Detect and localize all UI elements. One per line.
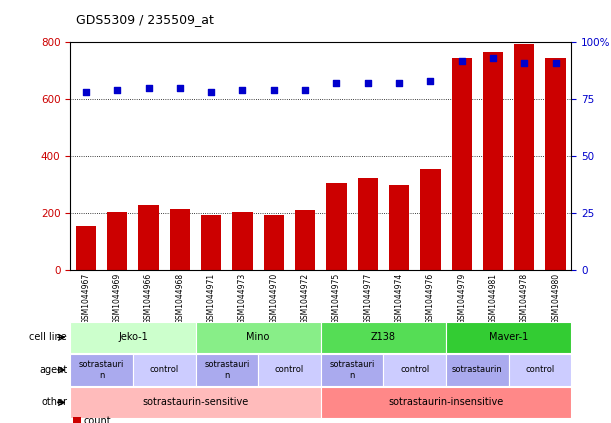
Bar (133, 354, 196, 385)
Bar (196, 354, 258, 385)
Text: GDS5309 / 235509_at: GDS5309 / 235509_at (76, 13, 214, 26)
Bar (514, 44, 535, 270)
Text: sotrastauri
n: sotrastauri n (204, 360, 249, 379)
Bar (357, 178, 378, 270)
Text: Z138: Z138 (371, 332, 396, 342)
Text: sotrastaurin-sensitive: sotrastaurin-sensitive (142, 398, 249, 407)
Point (207, 89, 216, 96)
Bar (321, 354, 384, 385)
Bar (263, 215, 284, 270)
Bar (384, 354, 446, 385)
Text: Jeko-1: Jeko-1 (118, 332, 148, 342)
Point (394, 80, 404, 87)
Text: control: control (275, 365, 304, 374)
Point (269, 87, 279, 93)
Text: other: other (41, 398, 67, 407)
Point (363, 80, 373, 87)
Bar (509, 354, 571, 385)
Bar (70, 387, 321, 418)
Bar (107, 212, 128, 270)
Text: count: count (84, 416, 111, 423)
Text: Maver-1: Maver-1 (489, 332, 529, 342)
Point (457, 57, 467, 64)
Bar (76, 226, 96, 270)
Text: sotrastauri
n: sotrastauri n (79, 360, 124, 379)
Text: sotrastauri
n: sotrastauri n (329, 360, 375, 379)
Text: control: control (400, 365, 430, 374)
Bar (321, 387, 571, 418)
Text: agent: agent (39, 365, 67, 375)
Bar (232, 212, 253, 270)
Bar (452, 58, 472, 270)
Point (332, 80, 342, 87)
Bar (446, 354, 509, 385)
Point (551, 60, 560, 66)
Point (519, 60, 529, 66)
Bar (389, 185, 409, 270)
Point (425, 78, 435, 85)
Bar (446, 322, 571, 353)
Bar (546, 58, 566, 270)
Bar (70, 354, 133, 385)
Point (488, 55, 498, 62)
Bar (196, 322, 321, 353)
Text: cell line: cell line (29, 332, 67, 342)
Point (81, 89, 91, 96)
Text: Mino: Mino (246, 332, 270, 342)
Bar (170, 209, 190, 270)
Bar (295, 211, 315, 270)
Bar (420, 169, 441, 270)
Point (175, 85, 185, 91)
Bar (483, 52, 503, 270)
Bar (258, 354, 321, 385)
Bar (70, 322, 196, 353)
Point (112, 87, 122, 93)
Text: control: control (150, 365, 179, 374)
Text: sotrastaurin: sotrastaurin (452, 365, 503, 374)
Bar (326, 184, 346, 270)
Point (300, 87, 310, 93)
Text: sotrastaurin-insensitive: sotrastaurin-insensitive (389, 398, 503, 407)
Bar (321, 322, 446, 353)
Bar (201, 215, 221, 270)
Bar (138, 205, 159, 270)
Point (238, 87, 247, 93)
Point (144, 85, 153, 91)
Text: control: control (525, 365, 555, 374)
